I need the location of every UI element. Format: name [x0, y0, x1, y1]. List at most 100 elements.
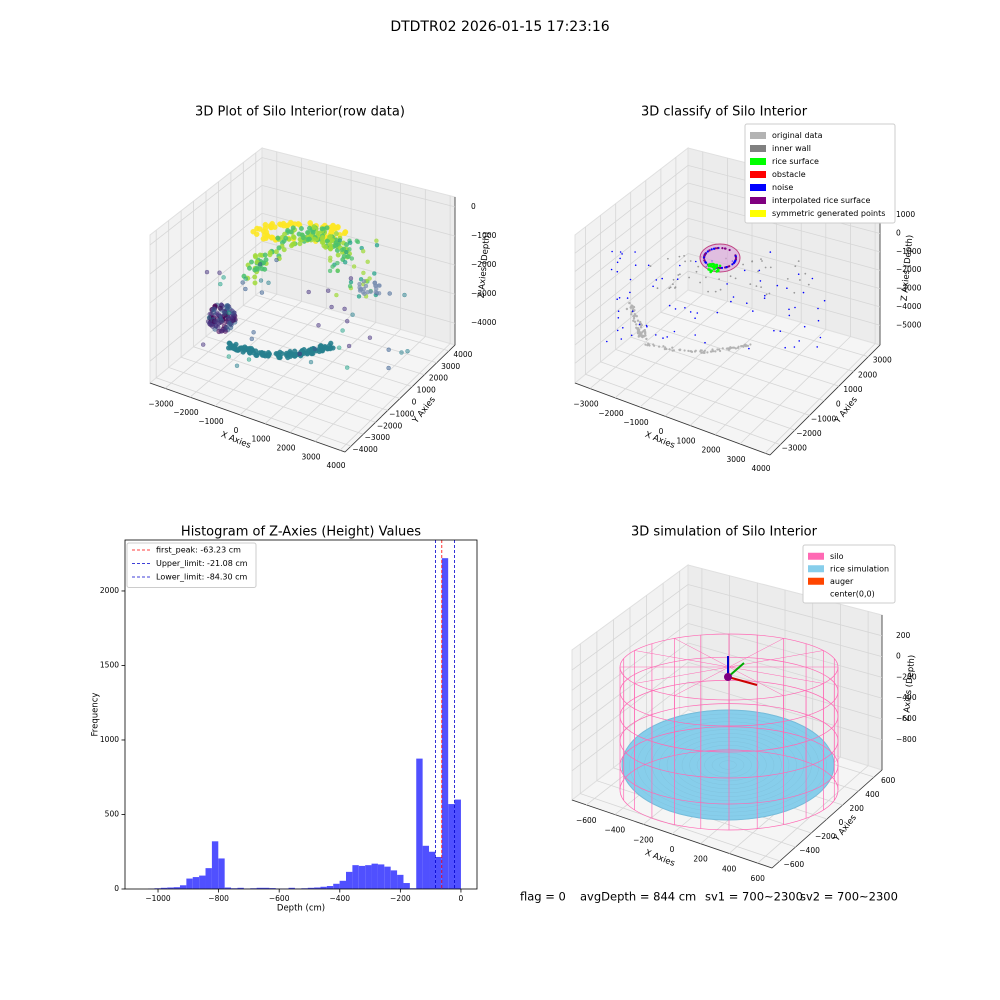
grid-line — [574, 217, 881, 309]
classified-point — [697, 265, 700, 268]
rice-mesh — [636, 717, 820, 813]
classified-point — [714, 247, 717, 250]
x-tick-label: 3000 — [301, 452, 320, 461]
scatter-point — [330, 222, 337, 229]
rice-mesh — [681, 741, 775, 790]
classified-point — [671, 349, 674, 352]
scatter-point — [333, 231, 339, 237]
classified-point — [684, 260, 686, 263]
classified-point — [707, 268, 710, 271]
z-tick-label: 0 — [471, 202, 476, 211]
scatter-point — [266, 280, 271, 286]
classified-point — [744, 343, 747, 347]
y-tick-label: −600 — [784, 860, 805, 869]
scatter-point — [291, 234, 297, 241]
classified-point — [638, 331, 642, 334]
scatter-point — [276, 245, 282, 251]
scatter-point — [242, 344, 248, 350]
x-tick-label: −600 — [269, 894, 290, 903]
scatter-point — [306, 225, 313, 231]
z-tick-label: 1000 — [896, 210, 915, 219]
histogram-bar — [218, 858, 225, 889]
histogram-bar — [454, 799, 461, 889]
scatter-point — [204, 269, 210, 275]
scatter-point — [230, 345, 237, 351]
classified-point — [707, 264, 711, 267]
grid-line — [596, 631, 796, 848]
z-tick-label: 200 — [896, 631, 911, 640]
rice-mesh — [659, 729, 797, 801]
scatter-point — [344, 249, 349, 255]
z-tick-label: −3000 — [471, 289, 497, 298]
scatter-point — [243, 286, 248, 292]
scatter-point — [312, 346, 318, 352]
scatter-point — [273, 249, 279, 255]
scatter-point — [319, 236, 325, 242]
classified-point — [709, 270, 712, 274]
classified-point — [719, 349, 722, 353]
histogram-bar — [173, 887, 180, 889]
grid-line — [189, 158, 303, 398]
grid-line — [574, 253, 881, 346]
scatter-point — [327, 246, 334, 252]
histogram-bar — [358, 865, 366, 889]
classified-point — [644, 332, 647, 335]
grid-line — [149, 184, 456, 275]
legend-label: symmetric generated points — [772, 209, 885, 218]
x-tick-label: −400 — [329, 894, 350, 903]
scatter-point — [327, 268, 333, 274]
legend-box — [802, 544, 896, 604]
x-tick-label: 1000 — [251, 435, 270, 444]
scatter-point — [259, 266, 265, 272]
classified-point — [716, 247, 719, 250]
scatter-point — [351, 264, 357, 269]
classified-point — [704, 341, 706, 344]
scatter-point — [232, 310, 237, 316]
scatter-point — [229, 317, 235, 323]
scatter-point — [386, 365, 391, 371]
scatter-point — [299, 232, 305, 238]
scatter-point — [326, 343, 333, 349]
grid-line — [600, 215, 796, 431]
plot-title: 3D classify of Silo Interior — [641, 105, 808, 120]
histogram-bar — [346, 871, 353, 889]
z-tick-label: 0 — [896, 229, 901, 238]
x-tick-label: −2000 — [173, 408, 199, 417]
classified-point — [703, 254, 706, 257]
classified-point — [725, 266, 728, 269]
y-tick-label: −4000 — [352, 445, 378, 454]
legend-label: first_peak: -63.23 cm — [156, 546, 241, 555]
classified-point — [639, 333, 642, 337]
x-tick-label: 0 — [234, 426, 239, 435]
classified-point — [652, 285, 654, 288]
classified-point — [699, 281, 701, 284]
scatter-point — [405, 348, 410, 354]
silo-spoke — [728, 666, 824, 684]
x-tick-label: 400 — [722, 864, 737, 873]
scatter-point — [348, 279, 354, 285]
classified-point — [751, 260, 754, 263]
scatter-point — [362, 291, 367, 297]
scatter-point — [327, 234, 333, 240]
scatter-point — [307, 220, 314, 226]
classified-point — [696, 312, 699, 314]
grid-line — [149, 157, 456, 246]
scatter-point — [243, 276, 249, 282]
classified-point — [661, 277, 663, 280]
scatter-point — [280, 220, 287, 227]
legend-swatch — [750, 132, 766, 139]
y-tick-label: −1000 — [389, 409, 415, 418]
scatter-point — [257, 261, 263, 267]
classified-point — [668, 304, 671, 307]
scatter-point — [399, 350, 404, 355]
scatter-point — [274, 257, 279, 263]
rice-mesh — [696, 748, 760, 782]
scatter-point — [215, 324, 221, 330]
classified-point — [635, 315, 638, 318]
legend-label: rice surface — [772, 157, 819, 166]
scatter-point — [367, 276, 372, 281]
histogram-bar — [390, 870, 398, 889]
classified-point — [690, 350, 693, 353]
classified-point — [721, 247, 724, 250]
